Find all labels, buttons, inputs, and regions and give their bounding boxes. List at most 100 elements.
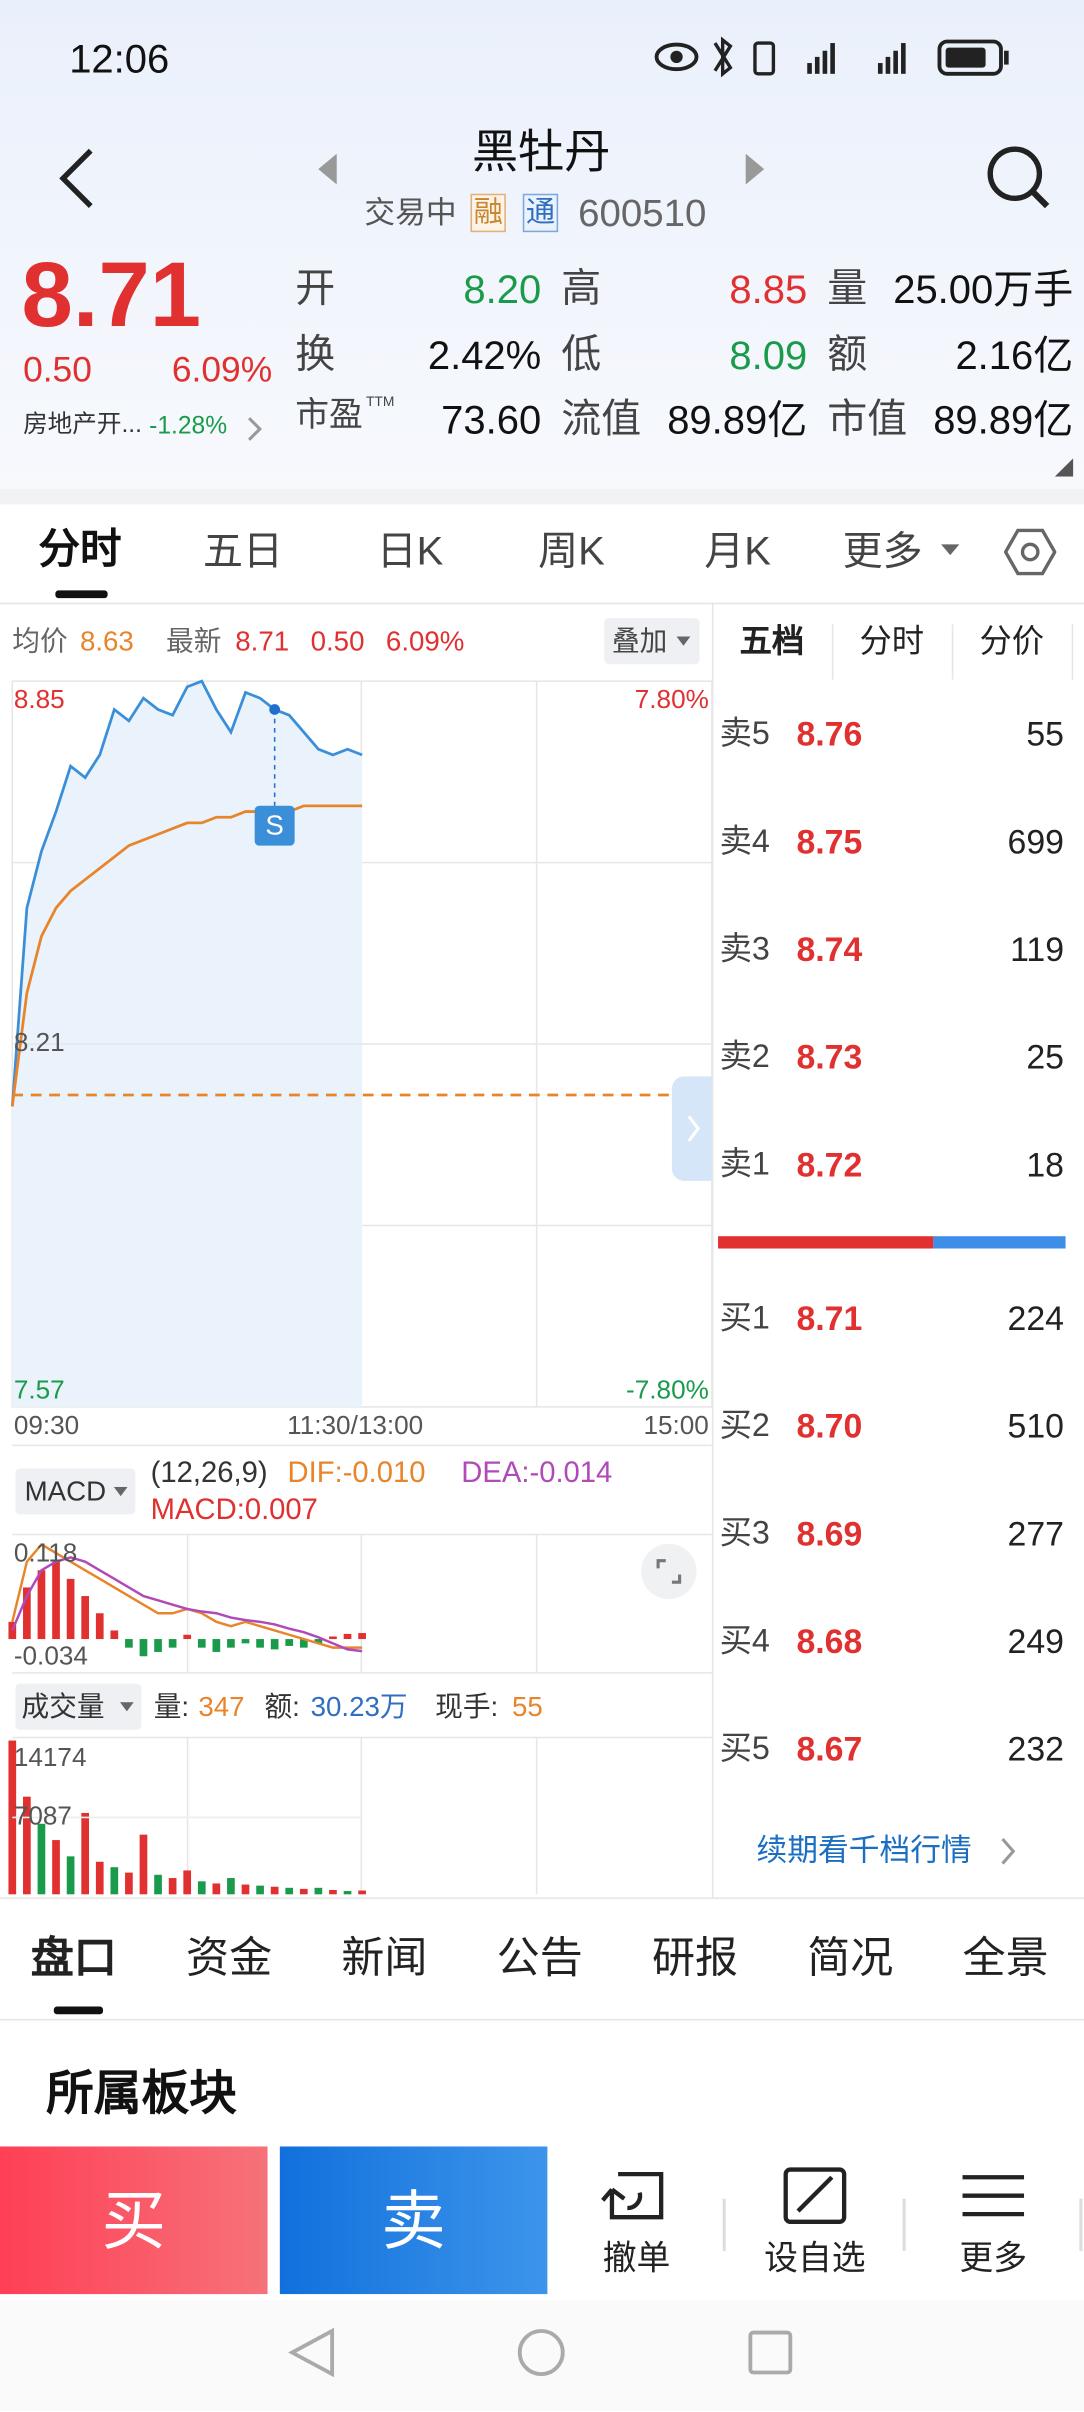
latest-label: 最新 xyxy=(166,625,222,657)
macd-selector-label: MACD xyxy=(24,1476,107,1507)
ask-ratio-bar xyxy=(933,1236,1066,1249)
dropdown-arrow xyxy=(119,1702,134,1712)
stat-label: 市盈 xyxy=(295,395,363,434)
bottom-tab[interactable]: 研报 xyxy=(651,1934,739,1982)
book-price: 8.69 xyxy=(796,1514,863,1553)
macd-dif: DIF:-0.010 xyxy=(287,1457,426,1490)
bottom-tab-active[interactable]: 盘口 xyxy=(30,1934,117,1982)
stat-value: 8.85 xyxy=(729,266,808,313)
tab[interactable]: 日K xyxy=(376,527,444,574)
stat-value: 89.89亿 xyxy=(933,396,1074,443)
macd-selector[interactable] xyxy=(15,1468,136,1515)
stat-value: 2.42% xyxy=(427,332,542,379)
status-time: 12:06 xyxy=(69,35,170,82)
price-area xyxy=(12,681,363,1407)
book-volume: 510 xyxy=(1007,1406,1065,1446)
x-label: 09:30 xyxy=(14,1410,79,1440)
book-price: 8.70 xyxy=(796,1406,863,1446)
fullscreen-button[interactable] xyxy=(640,1542,698,1600)
nav-bar xyxy=(0,2300,1084,2411)
macd-bar xyxy=(358,1633,366,1640)
avg-label: 均价 xyxy=(12,625,68,657)
tool-label[interactable]: 设自选 xyxy=(764,2238,866,2278)
macd-bar xyxy=(212,1639,221,1652)
volume-bar xyxy=(329,1889,337,1895)
volume-bar xyxy=(154,1874,162,1895)
book-level-label: 卖4 xyxy=(719,824,770,860)
depth-link[interactable]: 续期看千档行情 xyxy=(756,1834,972,1869)
tab-more[interactable]: 更多 xyxy=(842,527,923,574)
buy-button[interactable] xyxy=(0,2146,268,2295)
book-price: 8.76 xyxy=(796,714,863,754)
bottom-tab[interactable]: 全景 xyxy=(962,1934,1049,1982)
stat-label: 额 xyxy=(827,330,868,377)
book-tab: 分时 xyxy=(832,624,954,680)
tab-active[interactable]: 分时 xyxy=(38,525,122,572)
section-divider xyxy=(0,2018,1084,2021)
y-min-label: 7.57 xyxy=(14,1374,65,1404)
volume-bar xyxy=(168,1878,177,1895)
volume-mid-label: 7087 xyxy=(14,1800,72,1830)
avg-price: 8.63 xyxy=(79,625,134,657)
next-stock-button[interactable] xyxy=(743,153,768,185)
macd-bar xyxy=(241,1639,250,1644)
depth-link-arrow xyxy=(1001,1837,1016,1865)
macd-bar xyxy=(81,1596,90,1640)
nav-recents[interactable] xyxy=(748,2330,793,2375)
volume-bar xyxy=(212,1883,221,1895)
pct-max-label: 7.80% xyxy=(635,684,709,714)
collapse-handle[interactable] xyxy=(671,1076,712,1181)
bottom-tab[interactable]: 资金 xyxy=(186,1934,273,1982)
price-line xyxy=(10,679,363,1107)
volume-selector-label: 成交量 xyxy=(21,1691,105,1723)
tab[interactable]: 周K xyxy=(538,527,605,574)
nav-home[interactable] xyxy=(517,2329,565,2376)
macd-bar xyxy=(285,1639,294,1646)
book-price: 8.74 xyxy=(796,930,863,969)
search-button[interactable] xyxy=(984,143,1053,212)
tab[interactable]: 月K xyxy=(704,527,771,574)
macd-bar xyxy=(299,1639,308,1648)
book-price: 8.68 xyxy=(796,1622,863,1661)
expand-corner xyxy=(1054,458,1074,477)
latest-change-pct: 6.09% xyxy=(385,625,465,657)
stat-value: 2.16亿 xyxy=(955,332,1074,379)
stat-label: 高 xyxy=(561,264,602,311)
book-volume: 277 xyxy=(1007,1514,1065,1553)
stat-label: 流值 xyxy=(561,395,642,442)
tool-label[interactable]: 更多 xyxy=(959,2238,1028,2278)
sell-label: 卖 xyxy=(381,2184,446,2258)
volume-bar xyxy=(8,1740,17,1895)
y-mid-label: 8.21 xyxy=(14,1027,65,1057)
prev-stock-button[interactable] xyxy=(315,153,340,185)
stat-value: 8.09 xyxy=(729,332,808,379)
volume-bar xyxy=(227,1878,235,1895)
settings-button[interactable] xyxy=(1004,527,1057,576)
book-level-label: 买5 xyxy=(719,1731,770,1767)
macd-bar xyxy=(256,1639,264,1648)
watchlist-icon xyxy=(783,2167,847,2224)
book-price: 8.73 xyxy=(796,1037,863,1077)
tool-label[interactable]: 撤单 xyxy=(602,2238,671,2278)
bottom-tab[interactable]: 新闻 xyxy=(341,1934,428,1982)
volume-bar xyxy=(95,1861,104,1895)
more-icon xyxy=(962,2175,1025,2217)
back-button[interactable] xyxy=(54,146,100,211)
stat-label: 低 xyxy=(561,330,602,377)
sell-button[interactable] xyxy=(279,2146,548,2295)
macd-bar xyxy=(66,1578,75,1640)
bottom-tab[interactable]: 简况 xyxy=(807,1934,894,1982)
bottom-tab[interactable]: 公告 xyxy=(496,1934,583,1982)
book-tab-active: 五档 xyxy=(712,624,834,680)
tab[interactable]: 五日 xyxy=(202,527,283,574)
vol-label: 量: xyxy=(153,1691,190,1723)
latest-change: 0.50 xyxy=(310,625,365,657)
macd-bar xyxy=(197,1639,206,1648)
sector-name[interactable]: 房地产开... xyxy=(23,412,142,439)
overlay-label: 叠加 xyxy=(611,625,668,657)
volume-max-label: 14174 xyxy=(14,1742,87,1772)
volume-selector[interactable] xyxy=(15,1683,142,1730)
trade-marker-label: S xyxy=(265,810,283,841)
nav-back[interactable] xyxy=(288,2327,335,2378)
